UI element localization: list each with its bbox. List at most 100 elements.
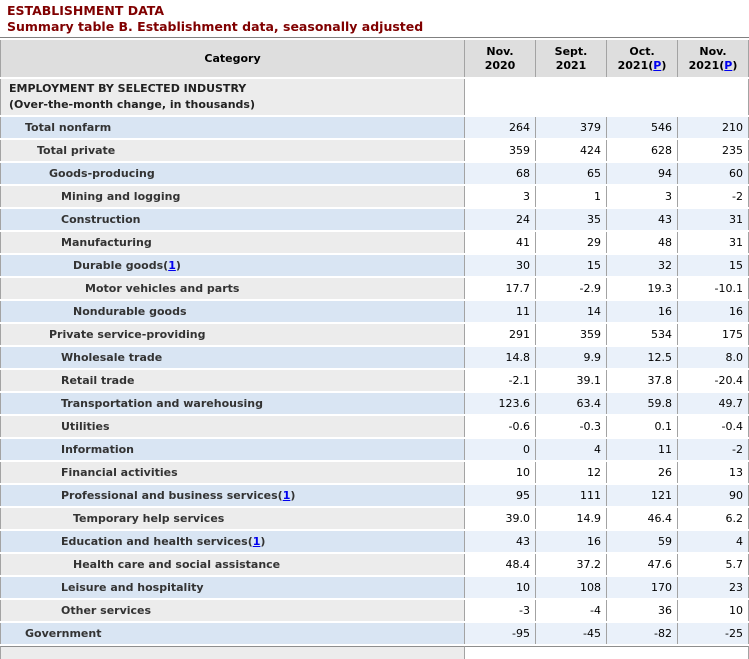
table-row: Mining and logging 3 1 3 -2 (0, 186, 749, 207)
category-cell: Financial activities (0, 462, 465, 483)
value-cell: 39.1 (536, 370, 607, 391)
value-cell: -45 (536, 623, 607, 644)
value-cell: 26 (607, 462, 678, 483)
period-month: Oct. (629, 44, 655, 58)
value-cell: 60 (678, 163, 749, 184)
value-cell: 43 (607, 209, 678, 230)
preliminary-footnote-link[interactable]: P (724, 58, 733, 72)
footnote-link[interactable]: 1 (252, 535, 261, 548)
footnote-link[interactable]: 1 (282, 489, 291, 502)
value-cell: 47.6 (607, 554, 678, 575)
header-row: Category Nov. 2020 Sept. 2021 Oct. 2021(P) Nov… (0, 40, 749, 77)
table-row: Total private 359 424 628 235 (0, 140, 749, 161)
value-cell: -2 (678, 186, 749, 207)
table-row: Transportation and warehousing 123.6 63.4 5… (0, 393, 749, 414)
value-cell: 14 (536, 301, 607, 322)
value-cell: 37.8 (607, 370, 678, 391)
establishment-data-table: Category Nov. 2020 Sept. 2021 Oct. 2021(P) Nov… (0, 38, 749, 659)
value-cell: -10.1 (678, 278, 749, 299)
value-cell: 41 (465, 232, 536, 253)
section-header-row: EMPLOYMENT BY SELECTED INDUSTRY (Over-th… (0, 79, 749, 115)
value-cell: 175 (678, 324, 749, 345)
value-cell: 8.0 (678, 347, 749, 368)
value-cell: -82 (607, 623, 678, 644)
category-cell: Total private (0, 140, 465, 161)
value-cell: 11 (607, 439, 678, 460)
next-section-partial-row (0, 646, 749, 659)
value-cell: 10 (465, 462, 536, 483)
period-column-header: Nov. 2020 (465, 40, 536, 77)
category-cell: Education and health services(1) (0, 531, 465, 552)
table-row: Nondurable goods 11 14 16 16 (0, 301, 749, 322)
period-month: Nov. (699, 44, 727, 58)
preliminary-footnote-link[interactable]: P (653, 58, 662, 72)
section-header-line1: EMPLOYMENT BY SELECTED INDUSTRY (9, 82, 247, 95)
value-cell: 123.6 (465, 393, 536, 414)
category-cell: Construction (0, 209, 465, 230)
value-cell: 31 (678, 209, 749, 230)
value-cell: 29 (536, 232, 607, 253)
category-cell: Professional and business services(1) (0, 485, 465, 506)
page-titles: ESTABLISHMENT DATA Summary table B. Esta… (0, 0, 749, 35)
establishment-data-heading: ESTABLISHMENT DATA (7, 3, 165, 18)
value-cell: 90 (678, 485, 749, 506)
value-cell: 94 (607, 163, 678, 184)
value-cell: 534 (607, 324, 678, 345)
table-row: Information 0 4 11 -2 (0, 439, 749, 460)
category-cell: Manufacturing (0, 232, 465, 253)
value-cell: 30 (465, 255, 536, 276)
category-cell: Retail trade (0, 370, 465, 391)
period-column-header: Sept. 2021 (536, 40, 607, 77)
category-cell: Other services (0, 600, 465, 621)
value-cell: -0.6 (465, 416, 536, 437)
value-cell: 24 (465, 209, 536, 230)
value-cell: 48.4 (465, 554, 536, 575)
value-cell: 4 (536, 439, 607, 460)
value-cell: 36 (607, 600, 678, 621)
period-month: Sept. (554, 44, 588, 58)
value-cell: 379 (536, 117, 607, 138)
period-column-header: Nov. 2021(P) (678, 40, 749, 77)
value-cell: 23 (678, 577, 749, 598)
category-cell: Government (0, 623, 465, 644)
footnote-link[interactable]: 1 (168, 259, 176, 272)
value-cell: -20.4 (678, 370, 749, 391)
value-cell: 111 (536, 485, 607, 506)
value-cell: 95 (465, 485, 536, 506)
value-cell: 68 (465, 163, 536, 184)
value-cell: 35 (536, 209, 607, 230)
value-cell: 0.1 (607, 416, 678, 437)
value-cell: 63.4 (536, 393, 607, 414)
value-cell: 5.7 (678, 554, 749, 575)
category-cell: Health care and social assistance (0, 554, 465, 575)
value-cell: 19.3 (607, 278, 678, 299)
table-row: Total nonfarm 264 379 546 210 (0, 117, 749, 138)
value-cell: 13 (678, 462, 749, 483)
period-year: 2021 (555, 58, 587, 72)
period-month: Nov. (486, 44, 514, 58)
value-cell: 48 (607, 232, 678, 253)
value-cell: 59 (607, 531, 678, 552)
partial-category-cell (0, 646, 465, 659)
value-cell: 17.7 (465, 278, 536, 299)
value-cell: 15 (678, 255, 749, 276)
value-cell: 12.5 (607, 347, 678, 368)
value-cell: 359 (536, 324, 607, 345)
value-cell: 264 (465, 117, 536, 138)
value-cell: 3 (607, 186, 678, 207)
value-cell: -0.4 (678, 416, 749, 437)
value-cell: -95 (465, 623, 536, 644)
table-top-rule (0, 37, 749, 38)
period-year: 2020 (484, 58, 516, 72)
table-row: Goods-producing 68 65 94 60 (0, 163, 749, 184)
value-cell: -2.1 (465, 370, 536, 391)
value-cell: 14.8 (465, 347, 536, 368)
table-row: Education and health services(1) 43 16 59 4 (0, 531, 749, 552)
value-cell: 210 (678, 117, 749, 138)
value-cell: 108 (536, 577, 607, 598)
category-cell: Goods-producing (0, 163, 465, 184)
value-cell: 32 (607, 255, 678, 276)
value-cell: 0 (465, 439, 536, 460)
value-cell: 546 (607, 117, 678, 138)
value-cell: 15 (536, 255, 607, 276)
